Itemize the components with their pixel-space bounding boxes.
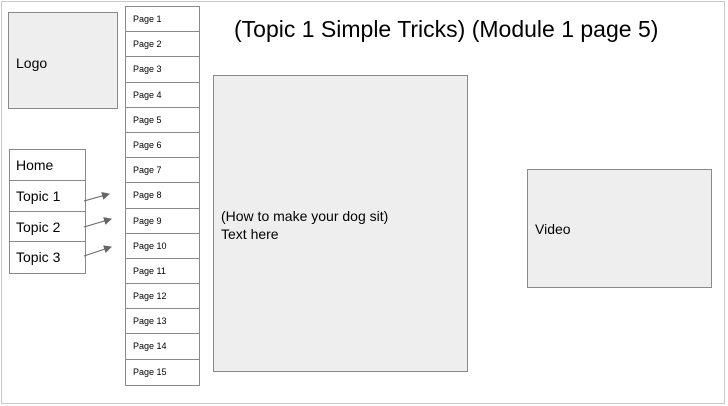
page-item-9[interactable]: Page 9: [126, 209, 199, 234]
nav-item-topic-3[interactable]: Topic 3: [16, 249, 61, 266]
arrow-topic-1: [83, 192, 110, 202]
nav-item-topic-1[interactable]: Topic 1: [10, 181, 85, 212]
nav-item-home[interactable]: Home: [10, 150, 85, 181]
page-item-5[interactable]: Page 5: [126, 108, 199, 133]
arrow-topic-2: [83, 217, 112, 228]
nav-item-topic-2[interactable]: Topic 2: [10, 212, 85, 243]
arrow-topic-3: [83, 245, 112, 257]
logo-label: Logo: [16, 55, 48, 71]
page-item-13[interactable]: Page 13: [126, 309, 199, 335]
content-heading: (How to make your dog sit): [221, 208, 389, 224]
content-text: Text here: [221, 226, 279, 242]
page-list: Page 1 Page 2 Page 3 Page 4 Page 5 Page …: [125, 6, 200, 386]
page-item-3[interactable]: Page 3: [126, 57, 199, 83]
page-item-8[interactable]: Page 8: [126, 183, 199, 209]
topic-nav: Home Topic 1 Topic 2 Topic 3: [9, 149, 86, 274]
page-item-12[interactable]: Page 12: [126, 284, 199, 310]
page-item-10[interactable]: Page 10: [126, 234, 199, 259]
content-box: (How to make your dog sit) Text here: [213, 75, 468, 372]
page-title: (Topic 1 Simple Tricks) (Module 1 page 5…: [234, 16, 659, 42]
page-item-15[interactable]: Page 15: [133, 366, 167, 377]
logo-box: Logo: [8, 12, 118, 109]
page-item-11[interactable]: Page 11: [126, 259, 199, 285]
page-item-7[interactable]: Page 7: [126, 158, 199, 184]
page-item-1[interactable]: Page 1: [126, 7, 199, 33]
page-item-4[interactable]: Page 4: [126, 83, 199, 108]
video-label: Video: [535, 221, 571, 237]
page-item-6[interactable]: Page 6: [126, 133, 199, 159]
video-box[interactable]: Video: [527, 169, 712, 288]
page-item-14[interactable]: Page 14: [126, 334, 199, 360]
page-item-2[interactable]: Page 2: [126, 32, 199, 58]
